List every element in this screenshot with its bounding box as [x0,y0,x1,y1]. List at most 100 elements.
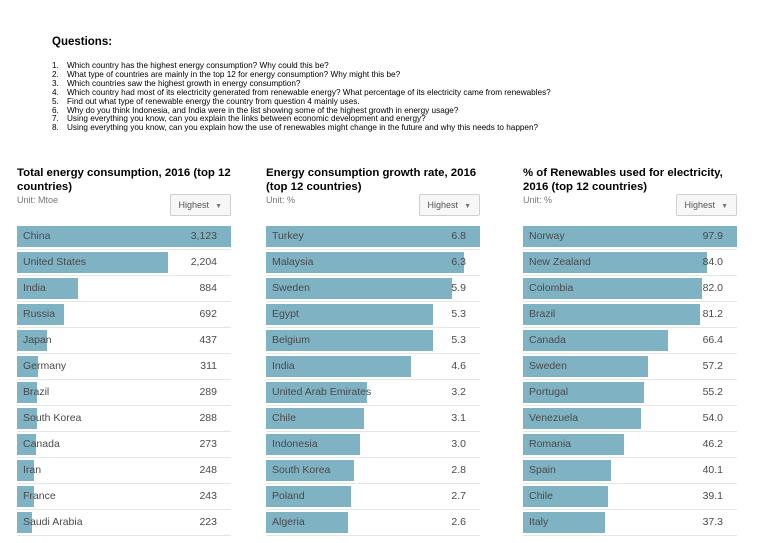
value-label: 6.8 [451,230,466,242]
category-label: Brazil [23,386,50,398]
bar [523,226,737,247]
category-label: Norway [529,230,565,242]
bar-row: Spain 40.1 [523,458,737,484]
bar-list: Turkey 6.8 Malaysia 6.3 Sweden 5.9 Egypt 5.3 Bel… [266,224,480,536]
category-label: Algeria [272,516,305,528]
chart-title: Total energy consumption, 2016 (top 12 c… [17,167,231,193]
bar [523,408,641,429]
sort-dropdown[interactable]: Highest ▼ [169,194,231,216]
question-item: 2. What type of countries are mainly in t… [52,69,551,80]
category-label: Brazil [529,308,556,320]
value-label: 66.4 [702,334,723,346]
category-label: South Korea [272,464,331,476]
bar-row: India 4.6 [266,354,480,380]
bar-row: Brazil 81.2 [523,302,737,328]
bar [523,434,624,455]
chevron-down-icon: ▼ [464,203,471,210]
bar [266,434,360,455]
value-label: 2.8 [451,464,466,476]
category-label: Poland [272,490,305,502]
bar-row: Canada 66.4 [523,328,737,354]
bar [17,460,34,481]
bar-row: India 884 [17,276,231,302]
question-item: 1. Which country has the highest energy c… [52,61,551,71]
category-label: Indonesia [272,438,318,450]
bar-row: Belgium 5.3 [266,328,480,354]
value-label: 248 [199,464,217,476]
bar [266,226,480,247]
bar [266,382,367,403]
bar-row: Sweden 5.9 [266,276,480,302]
category-label: Germany [23,360,67,372]
value-label: 884 [199,282,217,294]
chart-panel-energy-consumption: Total energy consumption, 2016 (top 12 c… [17,166,235,536]
questions-title: Questions: [52,36,113,48]
bar-row: Japan 437 [17,328,231,354]
value-label: 40.1 [702,464,723,476]
value-label: 243 [199,490,217,502]
value-label: 2.7 [451,490,466,502]
chevron-down-icon: ▼ [215,203,222,210]
bar [17,226,231,247]
chart-unit: Unit: % [266,195,296,205]
bar-row: Germany 311 [17,354,231,380]
sort-dropdown[interactable]: Highest ▼ [675,194,737,216]
question-item: 3. Which countries saw the highest growth… [52,79,551,89]
category-label: New Zealand [529,256,591,268]
bar [266,486,351,507]
bar-list: China 3,123 United States 2,204 India 884 Russ… [17,224,231,536]
bar-row: Poland 2.7 [266,484,480,510]
question-text: Which country had most of its electricit… [67,87,551,97]
question-number: 1. [52,61,59,70]
question-item: 4. Which country had most of its electric… [52,87,551,98]
category-label: Turkey [272,230,304,242]
bar-row: Chile 39.1 [523,484,737,510]
bar-row: Portugal 55.2 [523,380,737,406]
value-label: 5.3 [451,308,466,320]
value-label: 5.3 [451,334,466,346]
bar-row: Russia 692 [17,302,231,328]
value-label: 82.0 [702,282,723,294]
category-label: Chile [529,490,553,502]
category-label: Egypt [272,308,299,320]
bar [17,434,36,455]
bar [523,486,608,507]
sort-dropdown[interactable]: Highest ▼ [418,194,480,216]
value-label: 2.6 [451,516,466,528]
value-label: 288 [199,412,217,424]
value-label: 81.2 [702,308,723,320]
sort-dropdown-label: Highest [684,200,716,210]
value-label: 2,204 [190,256,217,268]
questions-list: 1. Which country has the highest energy c… [52,61,551,133]
chart-title: % of Renewables used for electricity, 20… [523,167,723,193]
category-label: South Korea [23,412,82,424]
bar-row: France 243 [17,484,231,510]
category-label: United Arab Emirates [272,386,372,398]
question-number: 5. [52,96,59,106]
bar-row: United Arab Emirates 3.2 [266,380,480,406]
chart-title: Energy consumption growth rate, 2016 (to… [266,167,477,193]
question-item: 6. Why do you think Indonesia, and India … [52,105,551,116]
question-item: 8. Using everything you know, can you exp… [52,123,551,133]
bar [266,356,411,377]
category-label: Russia [23,308,56,320]
bar [523,460,611,481]
bar [266,252,464,273]
bar [17,356,38,377]
sort-dropdown-label: Highest [427,200,459,210]
category-label: Spain [529,464,556,476]
question-number: 2. [52,69,59,79]
question-number: 4. [52,87,59,97]
category-label: Canada [529,334,566,346]
bar-row: Sweden 57.2 [523,354,737,380]
question-text: What type of countries are mainly in the… [67,69,401,79]
bar [523,382,644,403]
chart-unit: Unit: Mtoe [17,195,59,205]
category-label: Iran [23,464,42,476]
question-number: 7. [52,114,59,124]
question-text: Why do you think Indonesia, and India we… [67,105,459,115]
value-label: 54.0 [702,412,723,424]
bar-row: Colombia 82.0 [523,276,737,302]
category-label: Canada [23,438,60,450]
category-label: France [23,490,56,502]
